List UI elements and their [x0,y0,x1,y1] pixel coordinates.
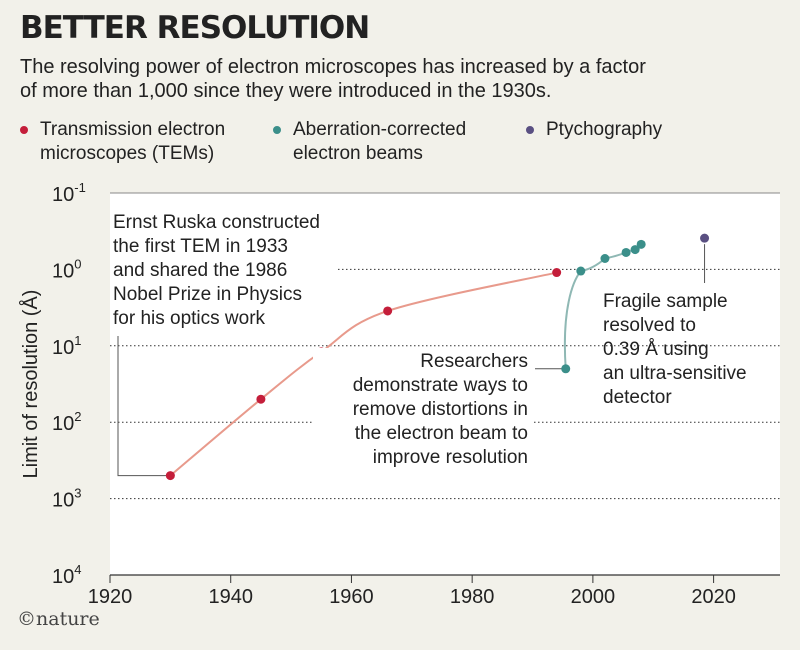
legend-marker-ptychography [526,126,534,134]
y-tick-label: 103 [52,486,81,512]
x-tick-label: 1960 [329,586,374,608]
data-point-aberration [630,245,640,255]
data-point-ptychography [700,233,710,243]
data-point-aberration [636,239,646,249]
data-point-tem [165,471,175,481]
ruska-annotation: Ernst Ruska constructed the first TEM in … [113,212,320,329]
data-point-tem [256,394,266,404]
x-tick-label: 1940 [208,586,253,608]
legend-label-tems: Transmission electron microscopes (TEMs) [40,119,226,164]
legend-marker-tems [20,126,28,134]
nature-logo: ©nature [17,608,100,630]
y-tick-label: 10-1 [52,180,86,206]
fragile-sample-annotation: Fragile sample resolved to 0.39 Å using an … [603,291,747,408]
legend-marker-aberration [273,126,281,134]
legend-label-ptychography: Ptychography [546,119,663,140]
legend-label-aberration: Aberration-corrected electron beams [293,119,467,164]
x-tick-label: 1920 [88,586,133,608]
data-point-aberration [576,266,586,276]
ruska-leader-line [117,336,171,477]
data-point-tem [383,306,393,316]
y-axis-label: Limit of resolution (Å) [19,290,42,479]
data-point-aberration [561,364,571,374]
data-point-aberration [600,254,610,264]
x-tick-label: 1980 [450,586,495,608]
data-point-tem [552,268,562,278]
researchers-annotation-bg [313,348,534,474]
ruska-annotation-bg [110,209,338,335]
y-tick-label: 104 [52,562,81,588]
y-tick-label: 102 [52,409,81,435]
data-point-aberration [621,247,631,257]
tem-trend-curve [169,271,557,477]
y-tick-label: 101 [52,333,81,359]
researchers-annotation: Researchers demonstrate ways to remove dis… [353,351,528,468]
x-tick-label: 2020 [691,586,736,608]
y-tick-label: 100 [52,256,81,282]
x-tick-label: 2000 [571,586,616,608]
chart-subtitle: The resolving power of electron microsco… [20,56,646,102]
chart-title: BETTER RESOLUTION [20,10,370,46]
